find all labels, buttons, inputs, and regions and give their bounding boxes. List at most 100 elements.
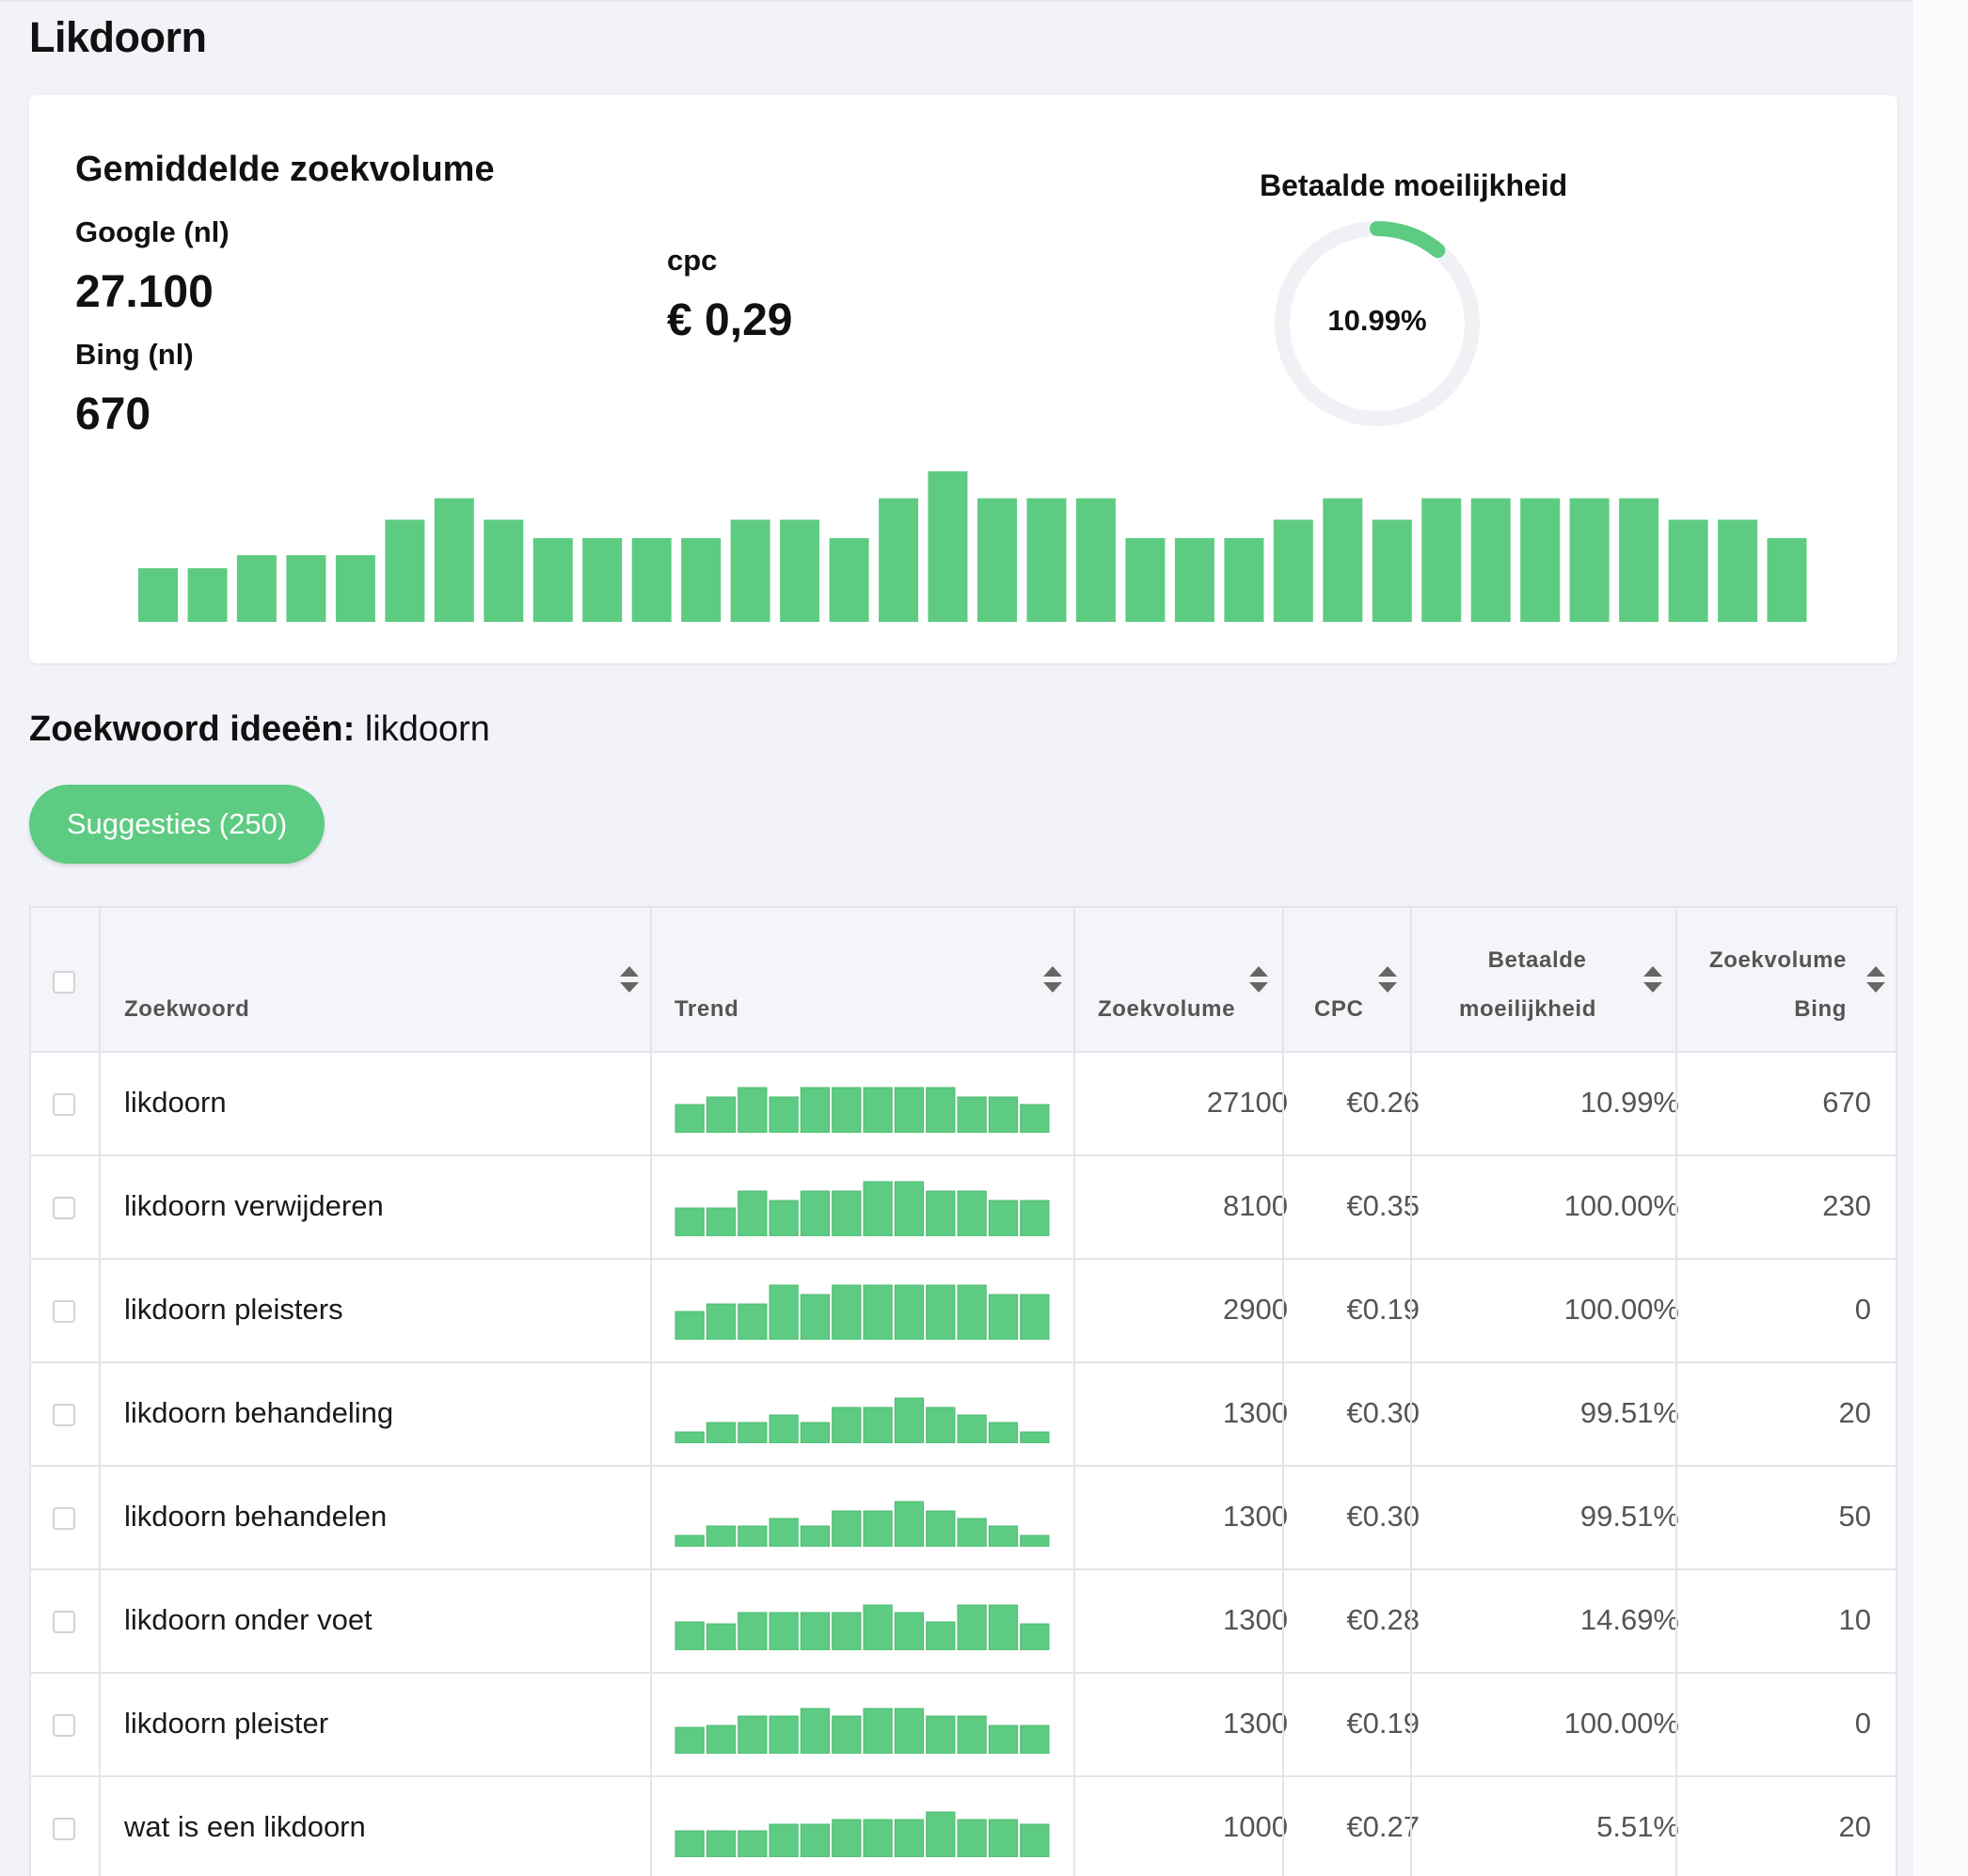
- keyword-cell[interactable]: likdoorn behandeling: [124, 1396, 394, 1429]
- bing-volume-cell: 20: [1838, 1396, 1871, 1429]
- right-scroll-area[interactable]: [1912, 0, 1968, 1876]
- trend-bar: [800, 1708, 831, 1754]
- volume-bar: [286, 555, 326, 622]
- table-row[interactable]: likdoorn behandelen 1300 €0.30 99.51% 50: [31, 1467, 1896, 1570]
- trend-bar: [957, 1518, 987, 1547]
- col-divider: [650, 908, 652, 1876]
- header-paid-difficulty-line2[interactable]: moeilijkheid: [1459, 996, 1596, 1022]
- volume-bar: [780, 519, 820, 622]
- trend-sparkline: [675, 1397, 1050, 1443]
- trend-bar: [832, 1715, 862, 1754]
- table-row[interactable]: likdoorn behandeling 1300 €0.30 99.51% 20: [31, 1363, 1896, 1467]
- trend-bar: [800, 1294, 831, 1340]
- trend-sparkline: [675, 1708, 1050, 1754]
- table-row[interactable]: likdoorn pleisters 2900 €0.19 100.00% 0: [31, 1260, 1896, 1363]
- volume-cell: 1300: [1223, 1396, 1288, 1429]
- keyword-cell[interactable]: likdoorn pleister: [124, 1707, 329, 1740]
- trend-bar: [706, 1725, 737, 1754]
- bing-volume-cell: 0: [1854, 1707, 1871, 1740]
- paid-difficulty-cell: 100.00%: [1563, 1707, 1679, 1740]
- trend-bar: [675, 1431, 705, 1443]
- trend-bar: [832, 1087, 862, 1133]
- table-row[interactable]: likdoorn pleister 1300 €0.19 100.00% 0: [31, 1674, 1896, 1777]
- row-checkbox[interactable]: [53, 1404, 75, 1426]
- trend-bar: [957, 1715, 987, 1754]
- volume-bar: [1767, 537, 1807, 622]
- header-bing-line1[interactable]: Zoekvolume: [1708, 947, 1847, 973]
- volume-bar: [1273, 519, 1313, 622]
- trend-bar: [894, 1612, 925, 1650]
- trend-bar: [894, 1181, 925, 1236]
- row-checkbox[interactable]: [53, 1714, 75, 1737]
- table-row[interactable]: wat is een likdoorn 1000 €0.27 5.51% 20: [31, 1777, 1896, 1876]
- select-all-checkbox[interactable]: [53, 971, 75, 994]
- volume-bar: [1224, 537, 1264, 622]
- header-paid-difficulty-line1[interactable]: Betaalde: [1487, 947, 1587, 973]
- header-keyword[interactable]: Zoekwoord: [124, 996, 250, 1022]
- keyword-cell[interactable]: likdoorn onder voet: [124, 1603, 373, 1636]
- trend-bar: [863, 1819, 893, 1857]
- cpc-label: cpc: [667, 244, 718, 277]
- header-cpc[interactable]: CPC: [1314, 996, 1364, 1022]
- sort-volume-icon[interactable]: [1249, 966, 1268, 993]
- volume-bar: [1323, 498, 1363, 622]
- trend-bar: [988, 1819, 1019, 1857]
- trend-bar: [800, 1422, 831, 1443]
- row-checkbox[interactable]: [53, 1818, 75, 1840]
- trend-bar: [800, 1087, 831, 1133]
- keyword-ideas-label: Zoekwoord ideeën:: [29, 709, 356, 749]
- cpc-cell: €0.19: [1346, 1707, 1420, 1740]
- volume-cell: 27100: [1206, 1086, 1288, 1119]
- trend-bar: [1020, 1200, 1050, 1236]
- trend-sparkline: [675, 1284, 1050, 1340]
- trend-bar: [706, 1207, 737, 1236]
- keyword-cell[interactable]: likdoorn verwijderen: [124, 1189, 384, 1222]
- sort-cpc-icon[interactable]: [1378, 966, 1397, 993]
- volume-bar: [385, 519, 425, 622]
- sort-bing-icon[interactable]: [1866, 966, 1885, 993]
- cpc-cell: €0.26: [1346, 1086, 1420, 1119]
- trend-bar: [832, 1612, 862, 1650]
- row-checkbox[interactable]: [53, 1197, 75, 1219]
- sort-keyword-icon[interactable]: [620, 966, 639, 993]
- table-row[interactable]: likdoorn 27100 €0.26 10.99% 670: [31, 1053, 1896, 1156]
- volume-cell: 1300: [1223, 1707, 1288, 1740]
- sort-paid-difficulty-icon[interactable]: [1643, 966, 1662, 993]
- paid-difficulty-cell: 10.99%: [1579, 1086, 1679, 1119]
- trend-bar: [926, 1811, 956, 1857]
- page-title: Likdoorn: [29, 13, 207, 61]
- trend-bar: [769, 1414, 799, 1443]
- trend-bar: [800, 1190, 831, 1236]
- keyword-cell[interactable]: likdoorn: [124, 1086, 227, 1119]
- trend-bar: [832, 1510, 862, 1547]
- volume-bar: [1174, 537, 1214, 622]
- overview-card: Gemiddelde zoekvolume Google (nl) 27.100…: [29, 95, 1897, 663]
- trend-bar: [988, 1422, 1019, 1443]
- trend-bar: [1020, 1294, 1050, 1340]
- table-row[interactable]: likdoorn onder voet 1300 €0.28 14.69% 10: [31, 1570, 1896, 1674]
- trend-bar: [675, 1830, 705, 1857]
- table-row[interactable]: likdoorn verwijderen 8100 €0.35 100.00% 230: [31, 1156, 1896, 1260]
- header-bing-line2[interactable]: Bing: [1794, 996, 1847, 1022]
- volume-cell: 8100: [1223, 1189, 1288, 1222]
- volume-bar: [879, 498, 919, 622]
- volume-bar: [1421, 498, 1462, 622]
- bing-volume-cell: 0: [1854, 1293, 1871, 1326]
- paid-difficulty-cell: 100.00%: [1563, 1293, 1679, 1326]
- keyword-cell[interactable]: likdoorn pleisters: [124, 1293, 343, 1326]
- trend-bar: [894, 1501, 925, 1547]
- paid-difficulty-cell: 99.51%: [1579, 1500, 1679, 1533]
- row-checkbox[interactable]: [53, 1300, 75, 1323]
- suggestions-button[interactable]: Suggesties (250): [29, 785, 325, 864]
- keyword-cell[interactable]: wat is een likdoorn: [124, 1810, 366, 1843]
- row-checkbox[interactable]: [53, 1507, 75, 1530]
- header-volume[interactable]: Zoekvolume: [1098, 996, 1236, 1022]
- cpc-cell: €0.19: [1346, 1293, 1420, 1326]
- sort-trend-icon[interactable]: [1043, 966, 1062, 993]
- row-checkbox[interactable]: [53, 1611, 75, 1633]
- paid-difficulty-cell: 99.51%: [1579, 1396, 1679, 1429]
- keyword-cell[interactable]: likdoorn behandelen: [124, 1500, 388, 1533]
- row-checkbox[interactable]: [53, 1093, 75, 1116]
- volume-bar: [138, 567, 178, 622]
- header-trend[interactable]: Trend: [675, 996, 739, 1022]
